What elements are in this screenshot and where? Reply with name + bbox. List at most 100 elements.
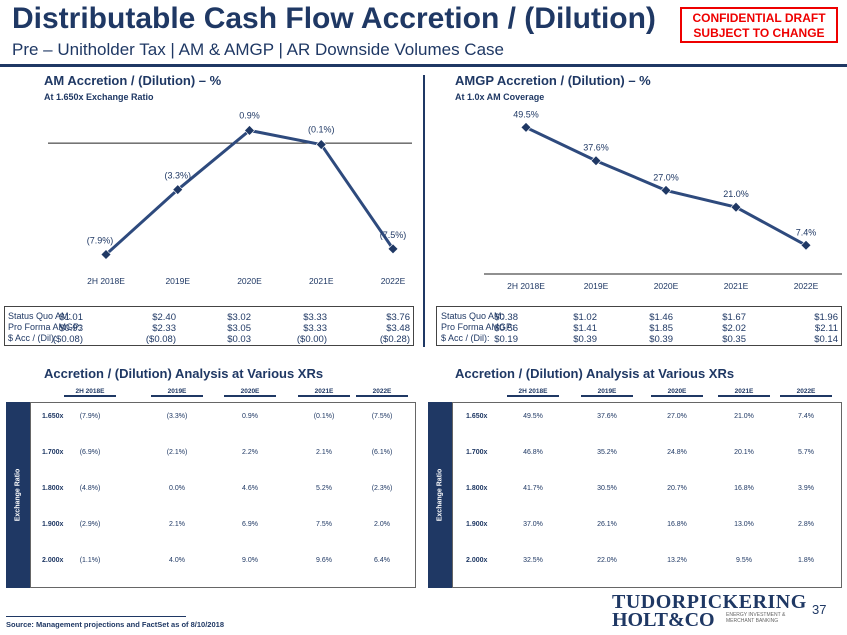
page-title: Distributable Cash Flow Accretion / (Dil… xyxy=(12,2,656,35)
table-cell: 27.0% xyxy=(667,413,687,420)
data-point xyxy=(800,239,812,251)
x-tick-label: 2020E xyxy=(654,281,679,291)
table-row-label: 1.800x xyxy=(466,485,488,492)
table-column-header: 2H 2018E xyxy=(507,388,559,397)
box-value: $2.33 xyxy=(152,323,176,334)
x-tick-label: 2021E xyxy=(309,276,334,286)
table-cell: 9.0% xyxy=(242,557,258,564)
table-cell: 49.5% xyxy=(523,413,543,420)
box-value: $0.03 xyxy=(227,334,251,345)
data-label: (0.1%) xyxy=(308,125,335,135)
data-label: 37.6% xyxy=(583,143,609,153)
table-cell: 32.5% xyxy=(523,557,543,564)
table-cell: (0.1%) xyxy=(313,413,335,420)
table-cell: 0.9% xyxy=(242,413,258,420)
table-cell: 2.1% xyxy=(169,521,185,528)
box-value: $3.33 xyxy=(303,312,327,323)
table-cell: 37.6% xyxy=(597,413,617,420)
confidential-line-1: CONFIDENTIAL DRAFT xyxy=(692,11,826,25)
box-value: ($0.08) xyxy=(145,334,176,345)
table-cell: 2.1% xyxy=(316,449,332,456)
table-cell: 22.0% xyxy=(597,557,617,564)
table-row-label: 1.700x xyxy=(466,449,488,456)
box-value: $1.02 xyxy=(573,312,597,323)
box-value: $3.33 xyxy=(303,323,327,334)
logo-tagline: ENERGY INVESTMENT & MERCHANT BANKING xyxy=(726,612,785,624)
box-value: $0.19 xyxy=(494,334,518,345)
table-cell: (7.5%) xyxy=(371,413,393,420)
table-cell: (6.9%) xyxy=(79,449,101,456)
table-cell: 0.0% xyxy=(169,485,185,492)
table-cell: 1.8% xyxy=(798,557,814,564)
data-point xyxy=(244,125,255,136)
data-label: 21.0% xyxy=(723,189,749,199)
table-column-header: 2021E xyxy=(718,388,770,397)
table-cell: 13.2% xyxy=(667,557,687,564)
box-row-label: Pro Forma AMGP: xyxy=(441,322,515,332)
amgp-accretion-chart: 49.5% 2H 2018E 37.6% 2019E 27.0% 2020E 21.0% 20… xyxy=(484,109,842,291)
box-value: $0.35 xyxy=(722,334,746,345)
table-cell: 7.5% xyxy=(316,521,332,528)
table-cell: 13.0% xyxy=(734,521,754,528)
box-value: ($0.00) xyxy=(296,334,327,345)
data-point xyxy=(590,155,602,167)
table-cell: (7.9%) xyxy=(79,413,101,420)
table-cell: (6.1%) xyxy=(371,449,393,456)
box-value: $2.02 xyxy=(722,323,746,334)
table-cell: 4.6% xyxy=(242,485,258,492)
box-value: $3.02 xyxy=(227,312,251,323)
box-value: ($0.08) xyxy=(52,334,83,345)
x-tick-label: 2H 2018E xyxy=(87,276,125,286)
box-value: $0.39 xyxy=(649,334,673,345)
section-divider xyxy=(423,75,425,347)
table-cell: 16.8% xyxy=(667,521,687,528)
header-rule xyxy=(0,64,847,67)
am-per-unit-box: Status Quo AM: Pro Forma AMGP: $ Acc / (Di… xyxy=(4,306,414,346)
data-point xyxy=(315,139,327,150)
x-tick-label: 2020E xyxy=(237,276,262,286)
box-row-label: Pro Forma AMGP: xyxy=(8,322,82,332)
table-column-header: 2022E xyxy=(780,388,832,397)
box-value: $1.67 xyxy=(722,312,746,323)
table-cell: (2.3%) xyxy=(371,485,393,492)
table-cell: (2.1%) xyxy=(166,449,188,456)
box-row-label: $ Acc / (Dil): xyxy=(8,333,57,343)
table-row-label: 1.900x xyxy=(466,521,488,528)
table-row-label: 1.650x xyxy=(466,413,488,420)
box-value: $1.85 xyxy=(649,323,673,334)
table-cell: 46.8% xyxy=(523,449,543,456)
box-value: $0.56 xyxy=(494,323,518,334)
data-label: 7.4% xyxy=(796,227,817,237)
table-column-header: 2019E xyxy=(581,388,633,397)
box-value: $0.38 xyxy=(494,312,518,323)
table-cell: 7.4% xyxy=(798,413,814,420)
exchange-ratio-side-bar: Exchange Ratio xyxy=(6,402,30,588)
table-row-label: 1.800x xyxy=(42,485,64,492)
table-column-header: 2020E xyxy=(224,388,276,397)
box-value: $3.76 xyxy=(386,312,410,323)
box-value: $1.01 xyxy=(59,312,83,323)
table-cell: 26.1% xyxy=(597,521,617,528)
am-table-title: Accretion / (Dilution) Analysis at Vario… xyxy=(44,366,324,381)
box-value: $1.41 xyxy=(573,323,597,334)
table-cell: 3.9% xyxy=(798,485,814,492)
logo-tagline-1: ENERGY INVESTMENT & xyxy=(726,612,786,618)
x-tick-label: 2022E xyxy=(794,281,819,291)
data-point xyxy=(730,201,742,213)
side-bar-label: Exchange Ratio xyxy=(436,468,444,522)
table-row-label: 1.900x xyxy=(42,521,64,528)
table-cell: (3.3%) xyxy=(166,413,188,420)
series-line xyxy=(104,128,395,256)
table-cell: 20.1% xyxy=(734,449,754,456)
box-value: ($0.28) xyxy=(379,334,410,345)
x-tick-label: 2021E xyxy=(724,281,749,291)
table-row-label: 2.000x xyxy=(466,557,488,564)
box-value: $0.93 xyxy=(59,323,83,334)
data-label: (7.9%) xyxy=(87,235,114,245)
table-cell: (2.9%) xyxy=(79,521,101,528)
table-column-header: 2020E xyxy=(651,388,703,397)
x-tick-label: 2H 2018E xyxy=(507,281,545,291)
table-column-header: 2022E xyxy=(356,388,408,397)
table-cell: 5.7% xyxy=(798,449,814,456)
confidential-stamp: CONFIDENTIAL DRAFT SUBJECT TO CHANGE xyxy=(680,7,838,43)
